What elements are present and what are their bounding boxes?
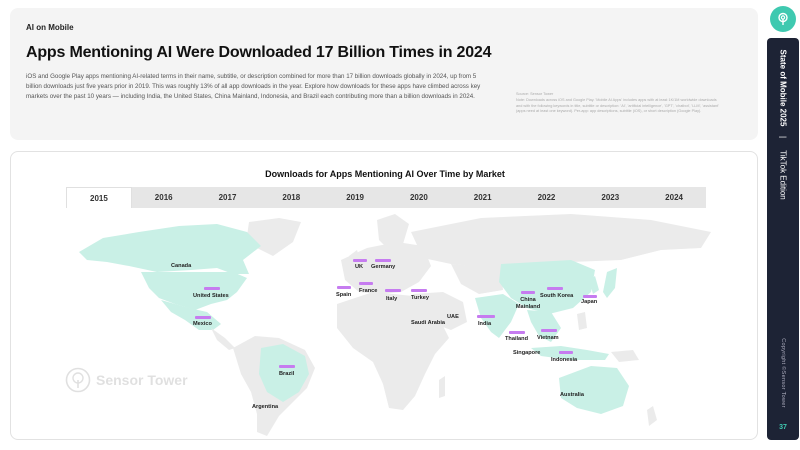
side-rail: State of Mobile 2025 | TikTok Edition Co… [766, 0, 800, 450]
united-states-land [141, 272, 247, 310]
southeast-asia-land [527, 310, 561, 342]
year-tabs: 2015 2016 2017 2018 2019 2020 2021 2022 2023 2024 [66, 187, 706, 208]
rail-separator: | [778, 135, 788, 139]
canada-land [79, 224, 261, 274]
report-edition: TikTok Edition [778, 150, 788, 200]
market-bar-uk [353, 259, 367, 262]
market-bar-spain [337, 286, 351, 289]
new-guinea-land [611, 350, 639, 362]
scandinavia-land [377, 214, 409, 250]
market-bar-south-korea [547, 287, 563, 290]
watermark-logo-icon [65, 367, 91, 393]
market-bar-vietnam [541, 329, 557, 332]
year-tab-2017[interactable]: 2017 [218, 193, 237, 202]
market-label-france[interactable]: France [359, 288, 378, 294]
australia-land [559, 366, 629, 414]
market-bar-japan [583, 295, 597, 298]
japan-land [603, 268, 617, 298]
year-tab-2020[interactable]: 2020 [409, 193, 428, 202]
market-label-indonesia[interactable]: Indonesia [551, 357, 578, 363]
year-tab-2023[interactable]: 2023 [601, 193, 620, 202]
market-bar-germany [375, 259, 391, 262]
year-tab-2022[interactable]: 2022 [537, 193, 556, 202]
year-tab-2019[interactable]: 2019 [346, 193, 364, 202]
source-title: Source: Sensor Tower [516, 92, 554, 96]
sensor-tower-logo-icon[interactable] [770, 6, 796, 32]
market-label-argentina[interactable]: Argentina [252, 404, 279, 410]
source-note: Note: Downloads across iOS and Google Pl… [516, 98, 719, 113]
page-number: 37 [779, 424, 787, 431]
page-title: Apps Mentioning AI Were Downloaded 17 Bi… [26, 44, 492, 61]
new-zealand-land [647, 406, 657, 426]
market-label-south-korea[interactable]: South Korea [540, 293, 574, 299]
market-label-australia[interactable]: Australia [560, 392, 584, 398]
central-america-land [211, 328, 235, 350]
year-tab-2015[interactable]: 2015 [66, 187, 132, 208]
year-tab-2018[interactable]: 2018 [282, 193, 301, 202]
description-text: iOS and Google Play apps mentioning AI-r… [26, 73, 481, 100]
market-bar-italy [385, 289, 401, 292]
market-label-saudi-arabia[interactable]: Saudi Arabia [411, 320, 445, 326]
market-label-italy[interactable]: Italy [386, 296, 398, 302]
africa-land [337, 292, 449, 410]
header-panel: AI on Mobile Apps Mentioning AI Were Dow… [10, 8, 758, 140]
market-label-united-states[interactable]: United States [193, 293, 229, 299]
year-tab-2021[interactable]: 2021 [473, 193, 492, 202]
market-bar-brazil [279, 365, 295, 368]
india-land [475, 294, 519, 338]
report-title: State of Mobile 2025 [778, 49, 788, 127]
chart-title: Downloads for Apps Mentioning AI Over Ti… [265, 169, 505, 179]
market-label-china-mainland[interactable]: China Mainland [515, 297, 541, 310]
market-bar-united-states [204, 287, 220, 290]
middle-east-land [413, 292, 467, 330]
market-label-canada[interactable]: Canada [171, 263, 192, 269]
market-label-india[interactable]: India [478, 321, 492, 327]
year-tab-2016[interactable]: 2016 [154, 193, 173, 202]
market-label-uk[interactable]: UK [355, 264, 364, 270]
market-label-mexico[interactable]: Mexico [193, 321, 212, 327]
market-bar-mexico [195, 316, 211, 319]
market-bar-france [359, 282, 373, 285]
world-map [79, 214, 711, 436]
brazil-land [259, 344, 309, 402]
watermark-text: Sensor Tower [96, 372, 188, 388]
mexico-land [161, 300, 221, 330]
south-korea-land [589, 276, 599, 294]
market-bar-indonesia [559, 351, 573, 354]
madagascar-land [439, 376, 445, 398]
market-bar-china [521, 291, 535, 294]
sensor-tower-watermark: Sensor Tower [65, 367, 188, 393]
europe-land [341, 242, 431, 294]
market-label-japan[interactable]: Japan [581, 299, 598, 305]
section-tag: AI on Mobile [26, 23, 74, 32]
market-bar-india [477, 315, 495, 318]
market-label-spain[interactable]: Spain [336, 292, 352, 298]
market-label-brazil[interactable]: Brazil [279, 371, 295, 377]
copyright-text: Copyright ©Sensor Tower [780, 338, 786, 408]
greenland-land [247, 218, 301, 256]
market-label-singapore[interactable]: Singapore [513, 350, 541, 356]
market-label-germany[interactable]: Germany [371, 264, 396, 270]
year-tab-2024[interactable]: 2024 [665, 193, 683, 202]
market-label-uae[interactable]: UAE [447, 314, 459, 320]
market-label-thailand[interactable]: Thailand [505, 336, 528, 342]
market-label-turkey[interactable]: Turkey [411, 295, 429, 301]
central-asia-land [451, 264, 503, 294]
map-card: Downloads for Apps Mentioning AI Over Ti… [10, 151, 758, 440]
russia-land [411, 214, 711, 268]
market-bar-turkey [411, 289, 427, 292]
market-bar-thailand [509, 331, 525, 334]
philippines-land [577, 312, 587, 330]
report-rail: State of Mobile 2025 | TikTok Edition Co… [767, 38, 799, 440]
market-label-vietnam[interactable]: Vietnam [537, 335, 559, 341]
